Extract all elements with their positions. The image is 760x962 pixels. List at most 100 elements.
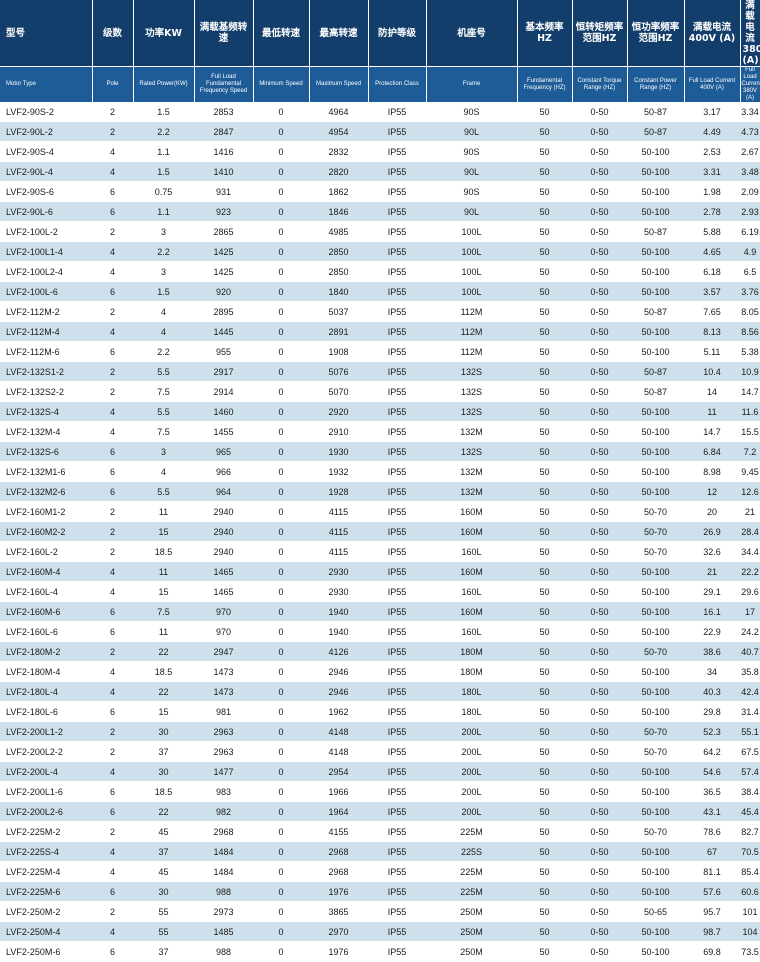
cell-frame: 225M bbox=[426, 861, 517, 882]
cell-protection-class: IP55 bbox=[368, 941, 426, 962]
cell-fundamental-frequency: 50 bbox=[517, 501, 572, 522]
cell-pole: 4 bbox=[92, 241, 133, 262]
cell-current-400v: 57.6 bbox=[684, 881, 740, 902]
cell-minimum-speed: 0 bbox=[253, 621, 309, 642]
cell-motor-type: LVF2-132S2-2 bbox=[0, 381, 92, 402]
cell-protection-class: IP55 bbox=[368, 301, 426, 322]
cell-frame: 250M bbox=[426, 941, 517, 962]
header-current-380v-en: Full Load Current 380V (A) bbox=[740, 66, 760, 102]
cell-constant-power-range: 50-65 bbox=[627, 901, 684, 922]
cell-constant-power-range: 50-100 bbox=[627, 141, 684, 162]
cell-full-load-speed: 2947 bbox=[194, 641, 253, 662]
cell-frame: 100L bbox=[426, 221, 517, 242]
cell-motor-type: LVF2-160L-4 bbox=[0, 581, 92, 602]
cell-pole: 4 bbox=[92, 161, 133, 182]
cell-frame: 90S bbox=[426, 102, 517, 122]
cell-protection-class: IP55 bbox=[368, 821, 426, 842]
cell-fundamental-frequency: 50 bbox=[517, 721, 572, 742]
cell-frame: 112M bbox=[426, 341, 517, 362]
cell-full-load-speed: 2963 bbox=[194, 721, 253, 742]
header-protection-class-zh: 防护等级 bbox=[368, 0, 427, 67]
cell-current-380v: 70.5 bbox=[740, 841, 760, 862]
cell-current-380v: 22.2 bbox=[740, 561, 760, 582]
cell-frame: 160M bbox=[426, 521, 517, 542]
cell-maximum-speed: 2954 bbox=[309, 761, 368, 782]
cell-motor-type: LVF2-160M-6 bbox=[0, 601, 92, 622]
cell-maximum-speed: 4115 bbox=[309, 501, 368, 522]
cell-maximum-speed: 3865 bbox=[309, 901, 368, 922]
cell-fundamental-frequency: 50 bbox=[517, 761, 572, 782]
cell-minimum-speed: 0 bbox=[253, 521, 309, 542]
cell-minimum-speed: 0 bbox=[253, 441, 309, 462]
cell-frame: 90L bbox=[426, 121, 517, 142]
cell-protection-class: IP55 bbox=[368, 541, 426, 562]
cell-protection-class: IP55 bbox=[368, 321, 426, 342]
cell-current-400v: 34 bbox=[684, 661, 740, 682]
cell-current-400v: 14.7 bbox=[684, 421, 740, 442]
cell-constant-power-range: 50-100 bbox=[627, 481, 684, 502]
cell-rated-power: 18.5 bbox=[133, 541, 194, 562]
cell-current-380v: 34.4 bbox=[740, 541, 760, 562]
cell-constant-power-range: 50-100 bbox=[627, 701, 684, 722]
cell-constant-torque-range: 0-50 bbox=[572, 841, 627, 862]
cell-current-400v: 10.4 bbox=[684, 361, 740, 382]
cell-motor-type: LVF2-132M-4 bbox=[0, 421, 92, 442]
cell-current-380v: 31.4 bbox=[740, 701, 760, 722]
table-row: LVF2-225M-4 4 45 1484 0 2968 IP55 225M 50 0-50 50-… bbox=[0, 861, 760, 882]
cell-protection-class: IP55 bbox=[368, 861, 426, 882]
cell-protection-class: IP55 bbox=[368, 521, 426, 542]
cell-full-load-speed: 982 bbox=[194, 801, 253, 822]
cell-frame: 90S bbox=[426, 141, 517, 162]
cell-minimum-speed: 0 bbox=[253, 661, 309, 682]
cell-maximum-speed: 4964 bbox=[309, 102, 368, 122]
cell-current-380v: 2.09 bbox=[740, 181, 760, 202]
table-row: LVF2-132S-4 4 5.5 1460 0 2920 IP55 132S 50 0-50 50… bbox=[0, 401, 760, 422]
cell-protection-class: IP55 bbox=[368, 401, 426, 422]
cell-full-load-speed: 920 bbox=[194, 281, 253, 302]
cell-maximum-speed: 2850 bbox=[309, 261, 368, 282]
cell-current-380v: 2.93 bbox=[740, 201, 760, 222]
cell-frame: 90S bbox=[426, 181, 517, 202]
cell-current-400v: 1.98 bbox=[684, 181, 740, 202]
cell-pole: 2 bbox=[92, 361, 133, 382]
cell-rated-power: 37 bbox=[133, 841, 194, 862]
cell-minimum-speed: 0 bbox=[253, 381, 309, 402]
cell-constant-torque-range: 0-50 bbox=[572, 901, 627, 922]
cell-minimum-speed: 0 bbox=[253, 821, 309, 842]
header-frame-zh: 机座号 bbox=[426, 0, 518, 67]
cell-protection-class: IP55 bbox=[368, 281, 426, 302]
cell-minimum-speed: 0 bbox=[253, 701, 309, 722]
cell-fundamental-frequency: 50 bbox=[517, 401, 572, 422]
cell-pole: 6 bbox=[92, 461, 133, 482]
cell-current-380v: 12.6 bbox=[740, 481, 760, 502]
cell-current-380v: 4.73 bbox=[740, 121, 760, 142]
cell-current-400v: 8.13 bbox=[684, 321, 740, 342]
cell-fundamental-frequency: 50 bbox=[517, 581, 572, 602]
cell-protection-class: IP55 bbox=[368, 701, 426, 722]
cell-pole: 4 bbox=[92, 921, 133, 942]
cell-maximum-speed: 4148 bbox=[309, 741, 368, 762]
table-row: LVF2-132M2-6 6 5.5 964 0 1928 IP55 132M 50 0-50 50… bbox=[0, 481, 760, 502]
cell-pole: 2 bbox=[92, 721, 133, 742]
header-maximum-speed-zh: 最高转速 bbox=[309, 0, 369, 67]
cell-full-load-speed: 2963 bbox=[194, 741, 253, 762]
cell-pole: 6 bbox=[92, 941, 133, 962]
cell-constant-torque-range: 0-50 bbox=[572, 461, 627, 482]
cell-constant-power-range: 50-100 bbox=[627, 421, 684, 442]
cell-full-load-speed: 1455 bbox=[194, 421, 253, 442]
cell-maximum-speed: 1940 bbox=[309, 621, 368, 642]
cell-maximum-speed: 5037 bbox=[309, 301, 368, 322]
cell-pole: 4 bbox=[92, 421, 133, 442]
cell-motor-type: LVF2-160L-2 bbox=[0, 541, 92, 562]
cell-full-load-speed: 923 bbox=[194, 201, 253, 222]
cell-fundamental-frequency: 50 bbox=[517, 781, 572, 802]
cell-protection-class: IP55 bbox=[368, 201, 426, 222]
cell-minimum-speed: 0 bbox=[253, 401, 309, 422]
header-rated-power-zh: 功率KW bbox=[133, 0, 195, 67]
cell-fundamental-frequency: 50 bbox=[517, 121, 572, 142]
cell-frame: 132S bbox=[426, 441, 517, 462]
cell-constant-power-range: 50-100 bbox=[627, 201, 684, 222]
cell-rated-power: 4 bbox=[133, 321, 194, 342]
cell-current-380v: 3.34 bbox=[740, 102, 760, 122]
cell-rated-power: 55 bbox=[133, 921, 194, 942]
